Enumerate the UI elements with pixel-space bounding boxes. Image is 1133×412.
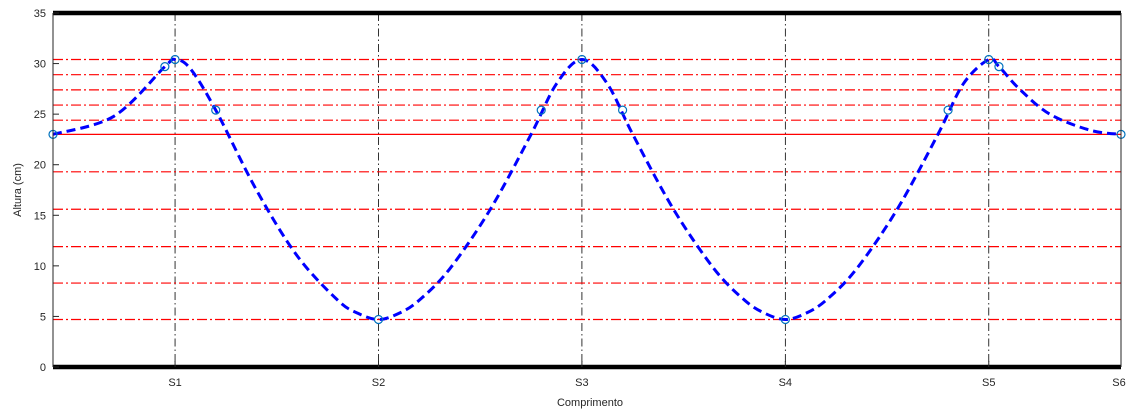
x-tick-label-6: S6 bbox=[1112, 377, 1125, 389]
plot-area bbox=[48, 10, 1126, 370]
profile-marker-7 bbox=[577, 54, 587, 65]
y-tick-label-15: 15 bbox=[34, 210, 46, 222]
profile-marker-11 bbox=[984, 54, 994, 65]
y-tick-label-5: 5 bbox=[40, 311, 46, 323]
y-tick-label-30: 30 bbox=[34, 59, 46, 71]
y-tick-label-0: 0 bbox=[40, 362, 46, 374]
x-axis-label: Comprimento bbox=[557, 397, 623, 409]
y-axis-ticks: 0 5 10 15 20 25 30 35 bbox=[34, 8, 59, 374]
profile-marker-5 bbox=[373, 314, 384, 325]
profile-marker-9 bbox=[780, 314, 790, 325]
profile-marker-10 bbox=[943, 105, 953, 115]
profile-marker-8 bbox=[617, 105, 628, 115]
x-tick-label-1: S1 bbox=[168, 377, 181, 389]
x-axis-ticks: S1 S2 S3 S4 S5 S6 bbox=[168, 361, 1126, 389]
profile-line-1 bbox=[53, 57, 1121, 321]
profile-marker-12 bbox=[994, 62, 1004, 72]
profile-marker-6 bbox=[536, 105, 546, 115]
y-tick-label-10: 10 bbox=[34, 261, 46, 273]
x-tick-label-2: S2 bbox=[372, 377, 385, 389]
y-axis-label: Altura (cm) bbox=[12, 163, 24, 217]
profile-marker-4 bbox=[211, 105, 221, 115]
y-tick-label-20: 20 bbox=[34, 160, 46, 172]
plot-background bbox=[53, 13, 1121, 367]
y-tick-label-35: 35 bbox=[34, 8, 46, 20]
x-tick-label-5: S5 bbox=[982, 377, 995, 389]
plot-content bbox=[53, 13, 1121, 367]
profile-marker-3 bbox=[170, 54, 180, 65]
y-tick-label-25: 25 bbox=[34, 109, 46, 121]
x-tick-label-4: S4 bbox=[779, 377, 792, 389]
profile-marker-2 bbox=[160, 62, 170, 72]
x-tick-label-3: S3 bbox=[575, 377, 588, 389]
